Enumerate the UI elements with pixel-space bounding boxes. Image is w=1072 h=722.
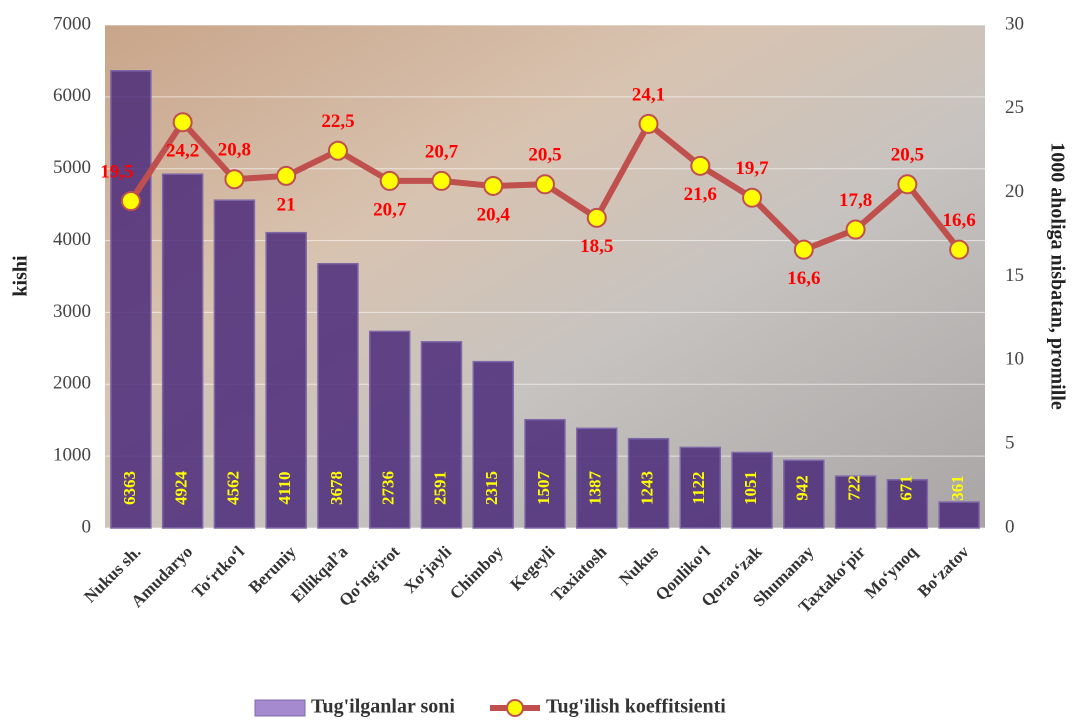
bar-value-label: 361 bbox=[948, 475, 967, 501]
chart: kishi 1000 aholiga nisbatan, promille 0 1… bbox=[0, 0, 1072, 722]
bar-value-label: 4110 bbox=[275, 471, 294, 504]
line-marker bbox=[640, 115, 658, 133]
line-marker bbox=[795, 241, 813, 259]
bar-value-label: 942 bbox=[793, 475, 812, 501]
y2-axis-title: 1000 aholiga nisbatan, promille bbox=[1046, 142, 1068, 410]
bar bbox=[111, 71, 151, 528]
bar-value-label: 1243 bbox=[637, 471, 656, 505]
line-value-label: 24,1 bbox=[632, 84, 665, 105]
bar-value-label: 1507 bbox=[534, 471, 553, 506]
line-marker bbox=[588, 209, 606, 227]
line-marker bbox=[950, 241, 968, 259]
y-tick-label: 5000 bbox=[53, 157, 91, 178]
line-marker bbox=[691, 157, 709, 175]
x-tick-label: Bo‘zatov bbox=[914, 542, 973, 601]
line-marker bbox=[484, 177, 502, 195]
bar-value-label: 2315 bbox=[482, 471, 501, 505]
line-value-label: 16,6 bbox=[787, 268, 820, 289]
line-value-label: 20,8 bbox=[218, 140, 251, 161]
legend-label: Tug'ilganlar soni bbox=[311, 696, 455, 718]
y-tick-label: 2000 bbox=[53, 373, 91, 394]
line-marker bbox=[898, 175, 916, 193]
line-marker bbox=[847, 221, 865, 239]
line-marker bbox=[122, 192, 140, 210]
bar-value-label: 722 bbox=[844, 475, 863, 501]
x-tick-label: Taxiatosh bbox=[547, 542, 610, 605]
y-tick-label: 1000 bbox=[53, 445, 91, 466]
line-value-label: 20,7 bbox=[425, 141, 459, 162]
legend-label: Tug'ilish koeffitsienti bbox=[546, 696, 726, 718]
x-tick-label: Kegeyli bbox=[506, 542, 558, 594]
legend-swatch bbox=[255, 700, 305, 716]
bar-value-label: 2736 bbox=[379, 471, 398, 505]
line-marker bbox=[225, 170, 243, 188]
bar-value-label: 2591 bbox=[430, 471, 449, 505]
y-tick-label: 4000 bbox=[53, 229, 91, 250]
y2-tick-label: 15 bbox=[1005, 265, 1024, 286]
line-value-label: 21 bbox=[277, 194, 296, 215]
line-value-label: 19,5 bbox=[100, 161, 133, 182]
bar-value-label: 4562 bbox=[223, 471, 242, 505]
y-tick-label: 3000 bbox=[53, 301, 91, 322]
line-marker bbox=[174, 113, 192, 131]
x-tick-label: Chimboy bbox=[446, 542, 507, 603]
x-tick-label: Mo‘ynoq bbox=[861, 542, 922, 603]
line-marker bbox=[329, 142, 347, 160]
line-value-label: 19,7 bbox=[735, 158, 769, 179]
line-value-label: 16,6 bbox=[942, 210, 975, 231]
bar bbox=[939, 502, 979, 528]
y-tick-label: 7000 bbox=[53, 13, 91, 34]
line-marker bbox=[277, 167, 295, 185]
line-value-label: 17,8 bbox=[839, 190, 872, 211]
y2-tick-label: 10 bbox=[1005, 349, 1024, 370]
legend-swatch-marker bbox=[507, 700, 523, 716]
line-marker bbox=[743, 189, 761, 207]
line-value-label: 18,5 bbox=[580, 236, 613, 257]
y-tick-label: 0 bbox=[82, 516, 92, 537]
y2-tick-label: 25 bbox=[1005, 97, 1024, 118]
bar-value-label: 1051 bbox=[741, 471, 760, 505]
y2-tick-label: 20 bbox=[1005, 181, 1024, 202]
y-tick-label: 6000 bbox=[53, 85, 91, 106]
line-value-label: 20,7 bbox=[373, 199, 407, 220]
line-value-label: 22,5 bbox=[321, 111, 354, 132]
line-value-label: 21,6 bbox=[684, 184, 717, 205]
y-axis-title: kishi bbox=[10, 255, 32, 297]
bar-value-label: 3678 bbox=[327, 471, 346, 505]
line-value-label: 20,4 bbox=[477, 204, 511, 225]
bar-value-label: 6363 bbox=[120, 471, 139, 505]
line-value-label: 24,2 bbox=[166, 141, 199, 162]
x-tick-label: To‘rtko‘l bbox=[188, 542, 248, 602]
y2-tick-label: 5 bbox=[1005, 433, 1015, 454]
bar-value-label: 1387 bbox=[586, 471, 605, 506]
line-value-label: 20,5 bbox=[528, 145, 561, 166]
y2-tick-label: 0 bbox=[1005, 516, 1015, 537]
line-marker bbox=[536, 175, 554, 193]
y2-tick-label: 30 bbox=[1005, 13, 1024, 34]
line-marker bbox=[381, 172, 399, 190]
x-tick-label: Nukus bbox=[615, 542, 662, 589]
bar-value-label: 671 bbox=[896, 475, 915, 501]
line-marker bbox=[432, 172, 450, 190]
line-value-label: 20,5 bbox=[891, 145, 924, 166]
bar-value-label: 1122 bbox=[689, 471, 708, 504]
bar-value-label: 4924 bbox=[172, 471, 191, 506]
